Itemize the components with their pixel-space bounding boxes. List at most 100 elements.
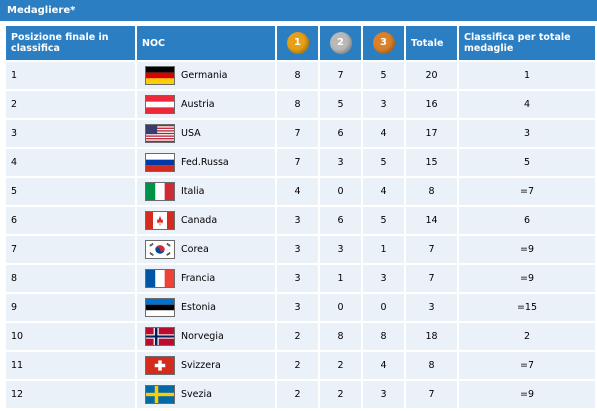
country-name: Corea — [181, 244, 209, 255]
switzerland-flag-icon — [145, 356, 175, 375]
bronze-cell: 5 — [363, 62, 404, 89]
noc-cell: Austria — [137, 91, 275, 118]
total-cell: 7 — [406, 236, 457, 263]
ranking-cell: 3 — [459, 120, 595, 147]
total-cell: 7 — [406, 265, 457, 292]
country-name: Svezia — [181, 389, 212, 400]
silver-cell: 5 — [320, 91, 361, 118]
table-row: 12 Svezia 2 2 3 7 =9 — [6, 381, 595, 408]
gold-cell: 3 — [277, 207, 318, 234]
noc-cell: Norvegia — [137, 323, 275, 350]
position-cell: 11 — [6, 352, 135, 379]
bronze-cell: 0 — [363, 294, 404, 321]
ranking-cell: =7 — [459, 352, 595, 379]
position-cell: 1 — [6, 62, 135, 89]
ranking-cell: 6 — [459, 207, 595, 234]
bronze-cell: 4 — [363, 352, 404, 379]
header-row: Posizione finale in classifica NOC 1 2 3… — [6, 26, 595, 60]
estonia-flag-icon — [145, 298, 175, 317]
silver-cell: 3 — [320, 236, 361, 263]
table-row: 3 USA 7 6 4 17 3 — [6, 120, 595, 147]
bronze-cell: 8 — [363, 323, 404, 350]
table-row: 8 Francia 3 1 3 7 =9 — [6, 265, 595, 292]
silver-cell: 6 — [320, 207, 361, 234]
table-row: 2 Austria 8 5 3 16 4 — [6, 91, 595, 118]
canada-flag-icon — [145, 211, 175, 230]
position-cell: 4 — [6, 149, 135, 176]
silver-cell: 0 — [320, 294, 361, 321]
bronze-cell: 5 — [363, 149, 404, 176]
header-ranking: Classifica per totale medaglie — [459, 26, 595, 60]
noc-cell: Svizzera — [137, 352, 275, 379]
position-cell: 5 — [6, 178, 135, 205]
gold-cell: 2 — [277, 381, 318, 408]
header-position: Posizione finale in classifica — [6, 26, 135, 60]
country-name: Svizzera — [181, 360, 221, 371]
russia-flag-icon — [145, 153, 175, 172]
header-silver: 2 — [320, 26, 361, 60]
noc-cell: Svezia — [137, 381, 275, 408]
table-row: 1 Germania 8 7 5 20 1 — [6, 62, 595, 89]
gold-cell: 8 — [277, 91, 318, 118]
position-cell: 8 — [6, 265, 135, 292]
noc-cell: USA — [137, 120, 275, 147]
position-cell: 10 — [6, 323, 135, 350]
position-cell: 12 — [6, 381, 135, 408]
position-cell: 7 — [6, 236, 135, 263]
header-noc: NOC — [137, 26, 275, 60]
total-cell: 8 — [406, 352, 457, 379]
table-row: 9 Estonia 3 0 0 3 =15 — [6, 294, 595, 321]
gold-cell: 7 — [277, 120, 318, 147]
total-cell: 3 — [406, 294, 457, 321]
country-name: Fed.Russa — [181, 157, 229, 168]
gold-cell: 2 — [277, 323, 318, 350]
bronze-cell: 5 — [363, 207, 404, 234]
table-row: 6 Canada 3 6 5 14 6 — [6, 207, 595, 234]
noc-cell: Fed.Russa — [137, 149, 275, 176]
noc-cell: Italia — [137, 178, 275, 205]
header-gold: 1 — [277, 26, 318, 60]
total-cell: 17 — [406, 120, 457, 147]
usa-flag-icon — [145, 124, 175, 143]
widget-title: Medagliere* — [0, 0, 597, 21]
bronze-cell: 3 — [363, 381, 404, 408]
silver-cell: 8 — [320, 323, 361, 350]
silver-cell: 0 — [320, 178, 361, 205]
ranking-cell: =9 — [459, 381, 595, 408]
table-row: 10 Norvegia 2 8 8 18 2 — [6, 323, 595, 350]
silver-cell: 6 — [320, 120, 361, 147]
country-name: Austria — [181, 99, 215, 110]
table-row: 11 Svizzera 2 2 4 8 =7 — [6, 352, 595, 379]
noc-cell: Estonia — [137, 294, 275, 321]
silver-cell: 2 — [320, 352, 361, 379]
germany-flag-icon — [145, 66, 175, 85]
gold-cell: 4 — [277, 178, 318, 205]
gold-cell: 3 — [277, 236, 318, 263]
gold-cell: 3 — [277, 265, 318, 292]
ranking-cell: =7 — [459, 178, 595, 205]
ranking-cell: =9 — [459, 236, 595, 263]
total-cell: 8 — [406, 178, 457, 205]
noc-cell: Germania — [137, 62, 275, 89]
country-name: Estonia — [181, 302, 216, 313]
bronze-cell: 4 — [363, 120, 404, 147]
silver-medal-icon: 2 — [329, 32, 352, 54]
bronze-cell: 1 — [363, 236, 404, 263]
bronze-cell: 3 — [363, 265, 404, 292]
italy-flag-icon — [145, 182, 175, 201]
gold-cell: 7 — [277, 149, 318, 176]
gold-cell: 2 — [277, 352, 318, 379]
ranking-cell: 4 — [459, 91, 595, 118]
total-cell: 20 — [406, 62, 457, 89]
position-cell: 6 — [6, 207, 135, 234]
position-cell: 2 — [6, 91, 135, 118]
country-name: USA — [181, 128, 201, 139]
silver-cell: 7 — [320, 62, 361, 89]
total-cell: 7 — [406, 381, 457, 408]
gold-medal-icon: 1 — [286, 32, 309, 54]
country-name: Germania — [181, 70, 228, 81]
silver-cell: 2 — [320, 381, 361, 408]
position-cell: 3 — [6, 120, 135, 147]
table-row: 4 Fed.Russa 7 3 5 15 5 — [6, 149, 595, 176]
